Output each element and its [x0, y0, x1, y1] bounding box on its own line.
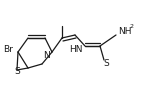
Text: NH: NH [118, 26, 132, 36]
Text: 2: 2 [130, 23, 134, 28]
Text: Br: Br [3, 44, 13, 53]
Text: S: S [103, 60, 109, 69]
Text: S: S [14, 68, 20, 77]
Text: HN: HN [70, 45, 83, 55]
Text: N: N [44, 50, 50, 60]
